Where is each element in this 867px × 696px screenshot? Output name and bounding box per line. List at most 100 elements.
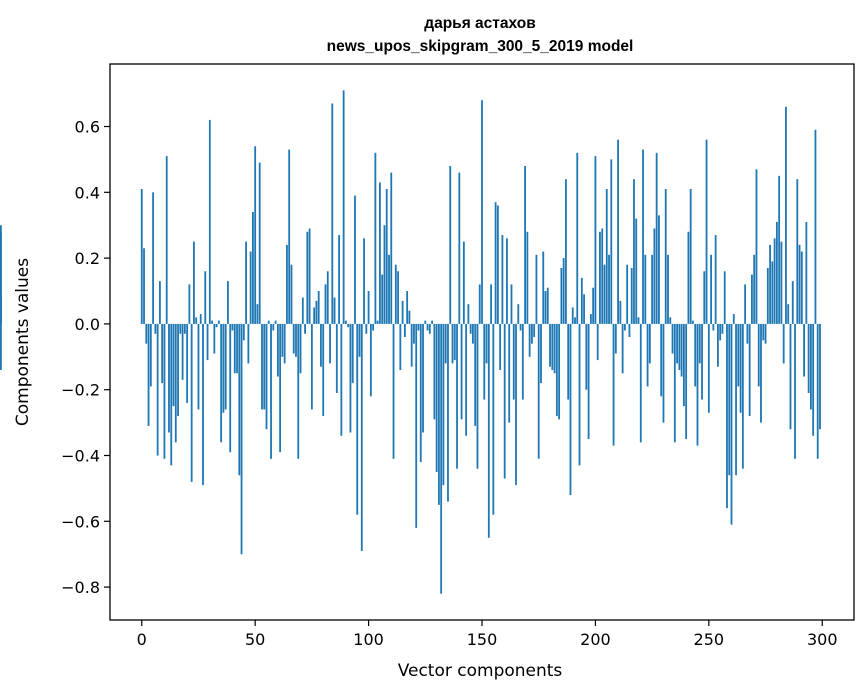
bar <box>403 323 406 338</box>
bar <box>286 244 288 324</box>
bar <box>462 241 465 324</box>
bar <box>283 323 286 364</box>
bar <box>621 323 624 374</box>
bar <box>798 244 801 324</box>
bar <box>519 323 522 331</box>
bar <box>580 277 583 324</box>
bar <box>560 267 563 324</box>
bar <box>812 323 815 436</box>
bar <box>254 146 257 324</box>
bar <box>413 323 415 344</box>
bar <box>512 323 515 400</box>
bar <box>628 323 631 338</box>
bar <box>737 323 740 387</box>
bar <box>145 323 148 344</box>
bar <box>594 156 597 324</box>
bar <box>726 323 728 509</box>
y-tick-label: 0.0 <box>75 315 100 334</box>
bar <box>589 314 592 324</box>
bar <box>438 323 440 505</box>
bar <box>630 267 633 324</box>
bar <box>188 284 191 324</box>
bar <box>322 323 325 417</box>
bar <box>478 284 481 324</box>
bar <box>374 152 377 324</box>
bar <box>433 323 436 420</box>
bar <box>0 323 2 370</box>
bar <box>331 103 334 324</box>
bar <box>444 323 447 364</box>
bar <box>481 100 483 324</box>
bar <box>662 323 665 423</box>
bar <box>217 320 220 324</box>
bar <box>596 323 599 361</box>
bar <box>494 202 497 324</box>
bar <box>780 241 783 324</box>
bar <box>143 248 145 324</box>
bar <box>140 189 143 324</box>
bar <box>707 323 710 413</box>
bar <box>242 323 245 341</box>
bar <box>372 323 375 331</box>
bar <box>299 323 302 374</box>
bar <box>732 314 735 324</box>
bar <box>397 271 399 324</box>
bar <box>660 323 663 397</box>
bar <box>528 323 531 357</box>
bar <box>202 323 204 486</box>
bar <box>215 323 218 328</box>
bar <box>680 323 683 377</box>
bar <box>147 323 150 426</box>
bar <box>624 323 626 331</box>
bar <box>426 323 429 331</box>
bar <box>451 323 454 364</box>
bar <box>419 323 422 463</box>
bar <box>646 323 649 387</box>
bar <box>213 323 216 354</box>
bar <box>252 212 254 324</box>
bar <box>719 323 722 341</box>
bar <box>422 323 424 433</box>
bar <box>712 323 715 331</box>
bar <box>211 320 213 324</box>
y-tick-label: 0.2 <box>75 249 100 268</box>
bar <box>549 323 551 367</box>
bar <box>179 323 182 334</box>
bar <box>424 320 427 324</box>
bar <box>687 231 690 324</box>
bar <box>739 323 742 413</box>
x-tick-label: 150 <box>467 630 498 649</box>
bar <box>794 323 796 459</box>
bar <box>653 228 656 324</box>
bar <box>193 241 195 324</box>
bar <box>263 323 266 410</box>
bar <box>315 300 318 324</box>
bar <box>229 323 232 453</box>
bar <box>320 323 322 367</box>
bar <box>506 238 508 324</box>
bar <box>349 323 352 433</box>
bar <box>678 323 681 370</box>
bar <box>236 323 238 374</box>
bar <box>204 271 207 324</box>
bar <box>551 323 554 370</box>
bar <box>351 323 354 384</box>
bar <box>0 231 2 324</box>
bar <box>465 323 468 436</box>
bar <box>819 323 821 430</box>
bar <box>642 149 644 324</box>
bar <box>159 281 161 324</box>
plot-frame <box>109 63 855 621</box>
bar <box>467 304 470 324</box>
bar <box>685 323 688 440</box>
bar <box>152 192 154 324</box>
bar <box>751 274 753 324</box>
bar <box>574 317 576 324</box>
bar <box>165 156 168 324</box>
bar <box>800 251 803 324</box>
bar <box>340 323 343 436</box>
bar <box>326 271 329 324</box>
bar <box>472 323 474 344</box>
bar <box>669 317 672 324</box>
